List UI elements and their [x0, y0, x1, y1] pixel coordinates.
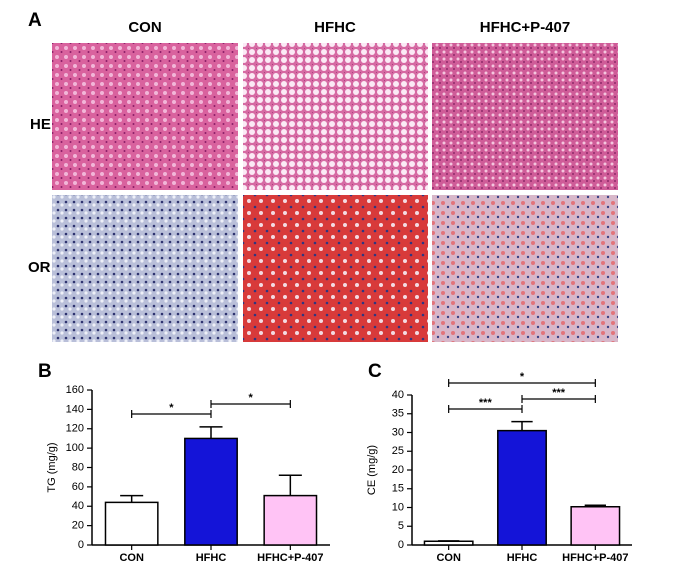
x-tick-label: HFHC [507, 552, 538, 564]
bar [184, 437, 238, 546]
y-tick-label: 5 [398, 520, 404, 532]
micrograph [243, 43, 428, 190]
y-tick-label: 25 [392, 445, 404, 457]
y-tick-label: 35 [392, 408, 404, 420]
bar [570, 506, 621, 546]
micrograph [243, 195, 428, 342]
column-header: CON [128, 19, 161, 36]
y-axis-label: CE (mg/g) [366, 445, 378, 495]
bar [263, 494, 318, 546]
y-tick-label: 40 [72, 500, 84, 512]
bar [497, 429, 547, 546]
y-tick-label: 20 [72, 520, 84, 532]
y-tick-label: 0 [78, 539, 84, 551]
column-header: HFHC+P-407 [480, 19, 570, 36]
y-tick-label: 100 [66, 442, 84, 454]
y-tick-label: 0 [398, 539, 404, 551]
significance-label: * [520, 371, 525, 383]
panel-label: B [38, 361, 52, 382]
y-tick-label: 30 [392, 426, 404, 438]
panel-label: C [368, 361, 382, 382]
significance-label: *** [479, 397, 493, 409]
column-header: HFHC [314, 19, 356, 36]
y-tick-label: 80 [72, 461, 84, 473]
micrograph [52, 43, 238, 190]
y-tick-label: 10 [392, 501, 404, 513]
y-axis-label: TG (mg/g) [46, 442, 58, 492]
bar [423, 540, 474, 546]
x-tick-label: HFHC+P-407 [562, 552, 628, 564]
y-tick-label: 40 [392, 389, 404, 401]
row-label: HE [30, 116, 51, 133]
micrograph [432, 195, 618, 342]
y-tick-label: 160 [66, 384, 84, 396]
micrograph [432, 43, 618, 190]
y-tick-label: 20 [392, 464, 404, 476]
x-tick-label: CON [436, 552, 461, 564]
significance-label: * [169, 402, 174, 414]
micrograph [52, 195, 238, 342]
y-tick-label: 120 [66, 423, 84, 435]
x-tick-label: CON [119, 552, 144, 564]
y-tick-label: 15 [392, 483, 404, 495]
significance-label: *** [552, 387, 566, 399]
row-label: OR [28, 259, 51, 276]
y-tick-label: 140 [66, 403, 84, 415]
y-tick-label: 60 [72, 481, 84, 493]
significance-label: * [249, 392, 254, 404]
x-tick-label: HFHC+P-407 [257, 552, 323, 564]
x-tick-label: HFHC [196, 552, 227, 564]
bar [104, 501, 159, 546]
panel-label: A [28, 10, 42, 31]
